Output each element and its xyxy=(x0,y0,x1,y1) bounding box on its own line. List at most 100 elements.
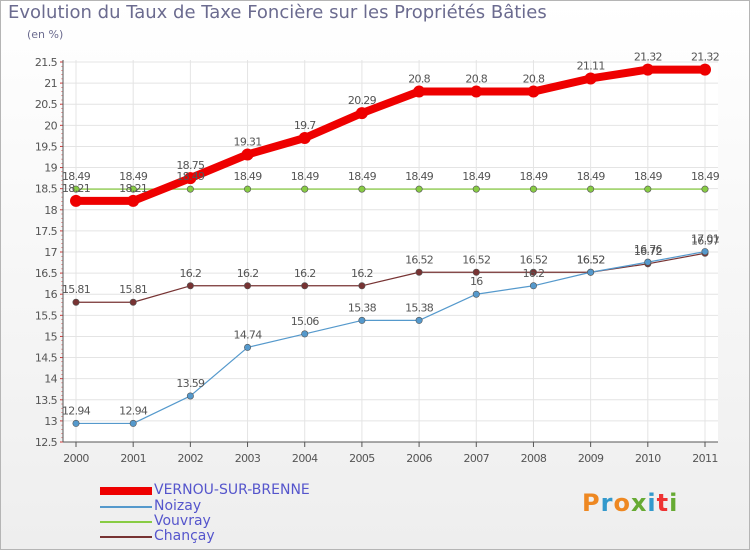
data-label: 18.49 xyxy=(634,170,663,183)
data-point xyxy=(129,185,137,193)
data-label: 15.06 xyxy=(291,315,320,328)
y-tick-label: 20.5 xyxy=(35,98,58,111)
y-tick-label: 18.5 xyxy=(35,183,58,196)
y-tick-label: 21.5 xyxy=(35,56,58,69)
data-label: 16.2 xyxy=(237,267,259,280)
legend-swatch-vouvray xyxy=(100,521,152,523)
data-label: 12.94 xyxy=(62,404,91,417)
data-label: 18.49 xyxy=(691,170,720,183)
x-tick-label: 2011 xyxy=(692,452,718,465)
data-label: 20.8 xyxy=(523,73,545,86)
y-tick-label: 13.5 xyxy=(35,394,58,407)
data-label: 14.74 xyxy=(234,328,263,341)
data-point xyxy=(72,419,80,427)
data-label: 18.49 xyxy=(234,170,263,183)
data-point xyxy=(70,194,82,207)
data-label: 16.52 xyxy=(577,253,605,266)
data-label: 18.49 xyxy=(176,170,205,183)
series-line-0 xyxy=(72,65,709,205)
data-label: 16.2 xyxy=(294,267,316,280)
data-point xyxy=(701,185,709,193)
data-point xyxy=(244,282,252,290)
data-label: 18.49 xyxy=(462,170,491,183)
data-point xyxy=(415,185,423,193)
data-point xyxy=(587,185,595,193)
data-label: 15.81 xyxy=(119,283,147,296)
data-point xyxy=(644,258,652,266)
data-point xyxy=(644,185,652,193)
data-label: 20.8 xyxy=(408,73,430,86)
x-tick-label: 2006 xyxy=(406,452,432,465)
chart-title: Evolution du Taux de Taxe Foncière sur l… xyxy=(8,2,547,23)
series-line-1 xyxy=(75,250,706,425)
legend-label-vouvray: Vouvray xyxy=(154,513,211,529)
data-label: 21.32 xyxy=(634,51,662,64)
y-tick-label: 13 xyxy=(44,415,57,428)
x-tick-label: 2001 xyxy=(120,452,146,465)
data-label: 16.72 xyxy=(634,245,662,258)
x-tick-label: 2009 xyxy=(578,452,604,465)
data-point xyxy=(241,148,254,161)
data-label: 15.81 xyxy=(62,283,90,296)
legend-label-noizay: Noizay xyxy=(154,498,202,514)
y-tick-label: 20 xyxy=(44,119,57,132)
data-point xyxy=(244,185,252,193)
y-tick-label: 12.5 xyxy=(35,436,58,449)
data-label: 16.97 xyxy=(691,234,720,247)
data-point xyxy=(529,282,537,290)
data-point xyxy=(301,282,309,290)
data-label: 18.75 xyxy=(176,159,205,172)
data-point xyxy=(587,268,595,276)
data-point xyxy=(701,248,709,256)
data-point xyxy=(129,298,137,306)
data-point xyxy=(301,330,309,338)
data-point xyxy=(186,282,194,290)
data-label: 18.49 xyxy=(348,170,377,183)
data-point xyxy=(472,185,480,193)
legend-swatch-noizay xyxy=(100,506,152,508)
data-label: 20.8 xyxy=(465,73,487,86)
x-tick-label: 2007 xyxy=(463,452,489,465)
data-label: 18.49 xyxy=(519,170,548,183)
data-label: 18.21 xyxy=(62,182,90,195)
data-point xyxy=(641,63,654,76)
data-point xyxy=(298,132,311,144)
data-point xyxy=(355,107,368,120)
data-label: 18.49 xyxy=(119,170,148,183)
plot-area xyxy=(63,60,718,442)
data-point xyxy=(529,268,537,276)
y-tick-label: 15.5 xyxy=(35,309,58,322)
data-label: 19.7 xyxy=(294,119,316,132)
logo-letter: t xyxy=(656,489,670,517)
data-point xyxy=(415,268,423,276)
data-label: 16.2 xyxy=(351,267,373,280)
data-label: 18.49 xyxy=(577,170,606,183)
data-point xyxy=(72,185,80,193)
data-label: 16 xyxy=(470,275,483,288)
data-label: 18.49 xyxy=(62,170,91,183)
data-label: 16.2 xyxy=(180,267,202,280)
logo-letter: i xyxy=(647,489,657,517)
data-label: 20.29 xyxy=(348,94,377,107)
x-tick-label: 2002 xyxy=(178,452,204,465)
data-point xyxy=(472,268,480,276)
data-point xyxy=(127,194,140,207)
x-tick-label: 2010 xyxy=(635,452,661,465)
data-point xyxy=(301,185,309,193)
y-tick-label: 19.5 xyxy=(35,140,58,153)
data-label: 16.52 xyxy=(577,253,605,266)
data-label: 16.76 xyxy=(634,243,663,256)
logo-letter: P xyxy=(582,489,601,517)
data-label: 15.38 xyxy=(348,301,377,314)
legend-swatch-vernou xyxy=(100,487,152,495)
y-tick-label: 17.5 xyxy=(35,225,58,238)
data-label: 21.32 xyxy=(691,51,719,64)
y-axis-unit-label: (en %) xyxy=(27,28,64,41)
y-tick-label: 17 xyxy=(44,246,57,259)
data-label: 16.2 xyxy=(523,267,545,280)
data-point xyxy=(129,419,137,427)
data-label: 21.11 xyxy=(577,59,605,72)
data-label: 17.01 xyxy=(691,233,719,246)
data-point xyxy=(470,85,483,98)
x-tick-label: 2004 xyxy=(292,452,318,465)
